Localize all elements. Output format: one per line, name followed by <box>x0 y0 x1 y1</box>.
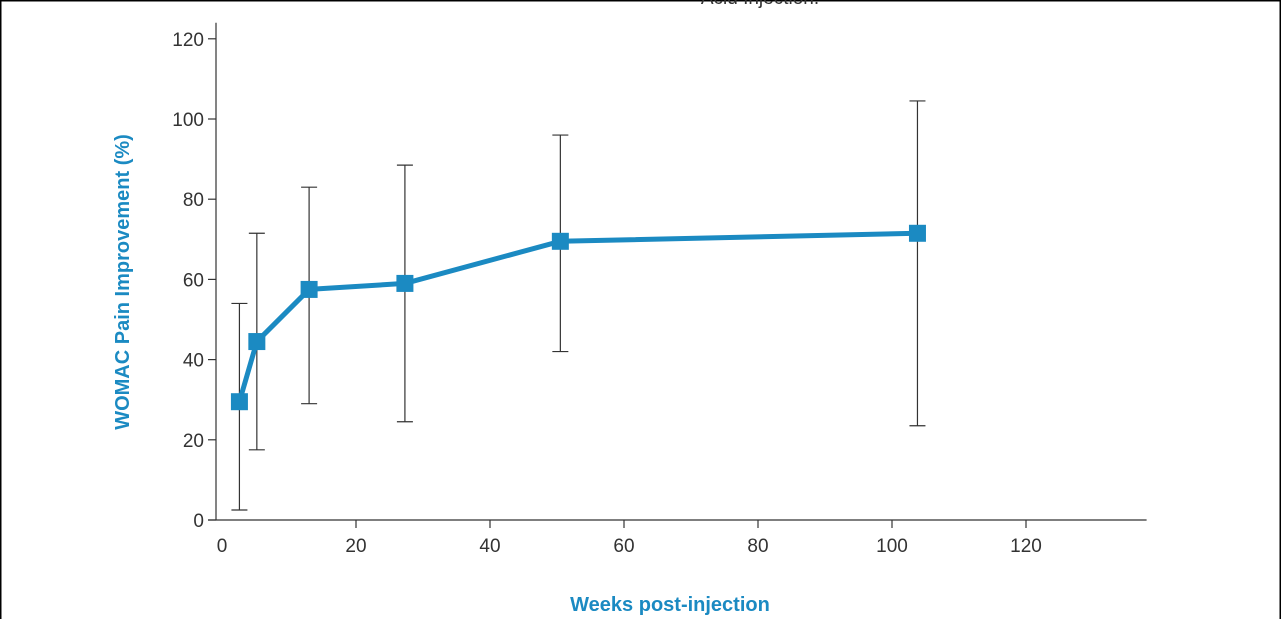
chart-title: Acid Injection. <box>701 0 819 9</box>
y-tick-label: 80 <box>183 190 204 211</box>
error-bars <box>231 100 926 511</box>
data-point <box>551 232 569 250</box>
x-tick-label: 100 <box>876 536 908 557</box>
x-tick-label: 0 <box>217 536 228 557</box>
x-tick-label: 20 <box>345 536 366 557</box>
x-tick-label: 120 <box>1010 536 1042 557</box>
y-tick-label: 100 <box>172 110 204 131</box>
data-markers <box>230 224 926 411</box>
y-axis-title: WOMAC Pain Improvement (%) <box>112 134 134 430</box>
data-point <box>396 274 414 292</box>
series-line-group <box>237 230 918 403</box>
data-point <box>248 333 266 351</box>
x-tick-label: 60 <box>613 536 634 557</box>
y-tick-label: 120 <box>172 30 204 51</box>
y-tick-label: 60 <box>183 270 204 291</box>
axes: 0 20 40 60 80 100 120 0 20 40 60 80 100 120 <box>172 22 1147 557</box>
data-point <box>230 393 248 411</box>
data-point <box>908 224 926 242</box>
y-tick-label: 40 <box>183 351 204 372</box>
data-point <box>300 280 318 298</box>
x-tick-label: 80 <box>747 536 768 557</box>
y-tick-label: 20 <box>183 431 204 452</box>
x-axis-title: Weeks post-injection <box>570 594 770 616</box>
y-tick-label: 0 <box>193 511 204 532</box>
series-line <box>237 230 918 403</box>
x-tick-label: 40 <box>479 536 500 557</box>
